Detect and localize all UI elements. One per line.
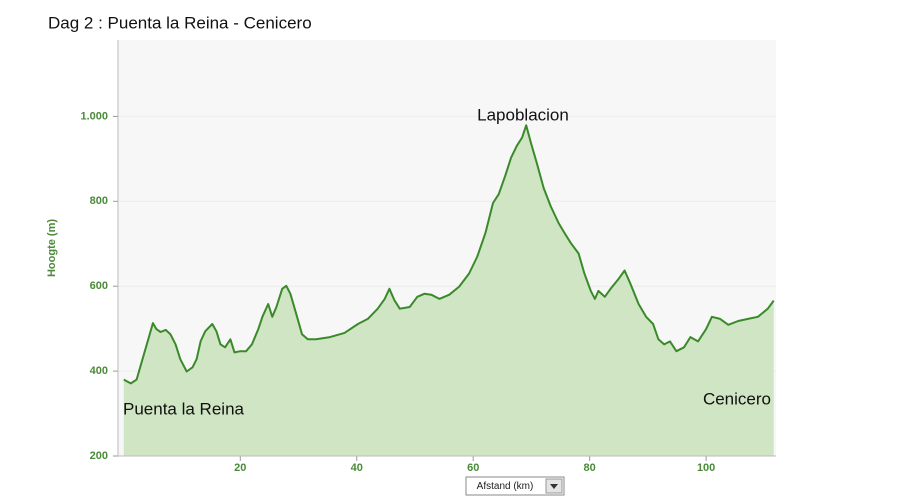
- annotation: Puenta la Reina: [123, 399, 245, 418]
- y-tick-label: 200: [90, 450, 108, 462]
- y-axis-label: Hoogte (m): [46, 219, 58, 277]
- chart-title: Dag 2 : Puenta la Reina - Cenicero: [48, 13, 312, 32]
- dropdown-arrow[interactable]: [550, 484, 558, 489]
- annotation: Cenicero: [703, 389, 771, 408]
- x-tick-label: 20: [234, 462, 246, 474]
- x-tick-label: 60: [467, 462, 479, 474]
- y-tick-label: 600: [90, 280, 108, 292]
- x-unit-dropdown[interactable]: Afstand (km): [465, 476, 565, 496]
- x-tick-label: 100: [697, 462, 715, 474]
- y-tick-label: 1.000: [80, 110, 108, 122]
- dropdown-box[interactable]: [465, 476, 565, 496]
- area-fill: [123, 125, 774, 457]
- plot: 200 400 600 800 1.000 20 40 60 80 100: [80, 40, 776, 474]
- y-tick-label: 400: [90, 365, 108, 377]
- y-tick-label: 800: [90, 195, 108, 207]
- annotation: Lapoblacion: [477, 105, 569, 124]
- x-tick-label: 80: [584, 462, 596, 474]
- x-tick-label: 40: [351, 462, 363, 474]
- x-axis-label[interactable]: Afstand (km): [477, 481, 534, 492]
- elevation-line: [123, 124, 775, 385]
